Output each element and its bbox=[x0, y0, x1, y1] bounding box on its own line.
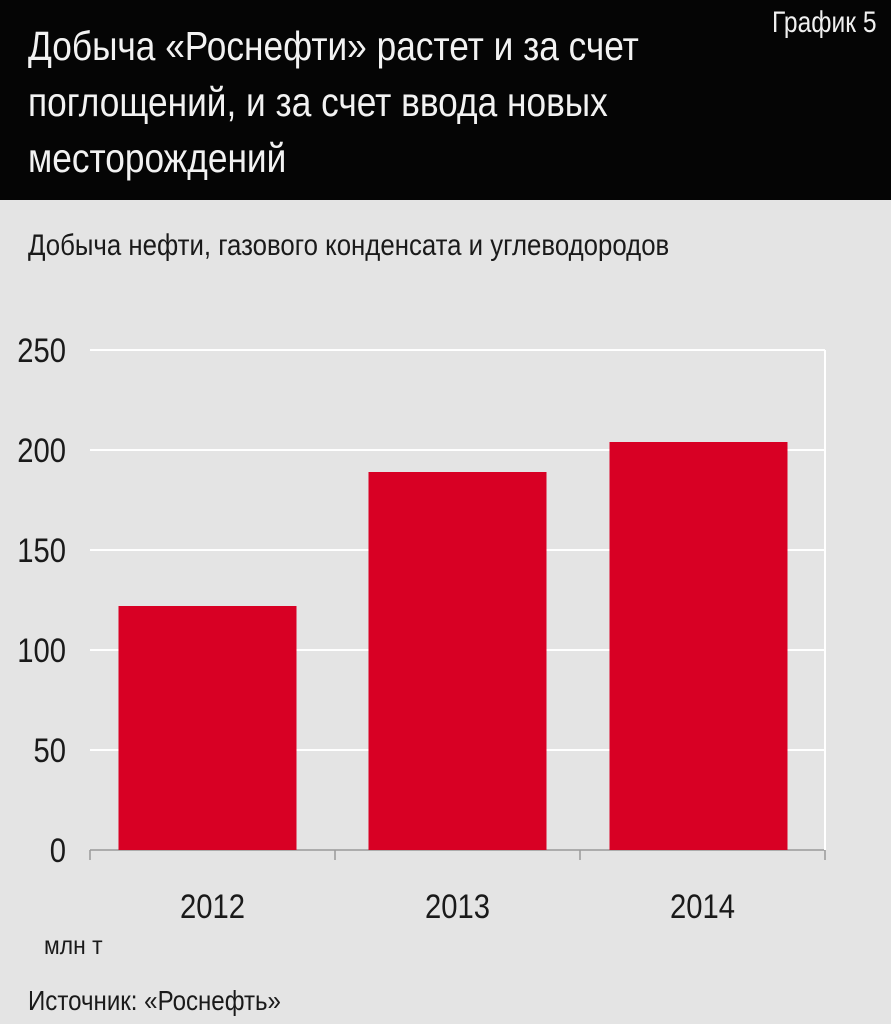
bar-2014 bbox=[609, 442, 788, 850]
y-tick-label: 200 bbox=[17, 431, 66, 470]
x-tick-label-2012: 2012 bbox=[180, 887, 245, 926]
x-tick-label-2013: 2013 bbox=[425, 887, 490, 926]
chart-title: Добыча «Роснефти» растет и за счет погло… bbox=[28, 23, 639, 181]
y-tick-label: 0 bbox=[50, 831, 66, 870]
bar-2012 bbox=[118, 606, 297, 850]
bar-chart: 0 50 100 150 200 250 2012 2013 2014 bbox=[17, 331, 826, 926]
x-tick-label-2014: 2014 bbox=[670, 887, 735, 926]
y-tick-label: 150 bbox=[17, 531, 66, 570]
unit-label: млн т bbox=[44, 930, 103, 960]
chart-header: График 5 Добыча «Роснефти» растет и за с… bbox=[0, 0, 891, 200]
source-note: Источник: «Роснефть» bbox=[28, 985, 281, 1016]
chart-number: График 5 bbox=[772, 6, 877, 39]
y-tick-label: 50 bbox=[33, 731, 66, 770]
y-tick-label: 250 bbox=[17, 331, 66, 370]
chart-subtitle: Добыча нефти, газового конденсата и угле… bbox=[28, 229, 670, 262]
y-tick-label: 100 bbox=[17, 631, 66, 670]
bar-2013 bbox=[368, 472, 547, 850]
